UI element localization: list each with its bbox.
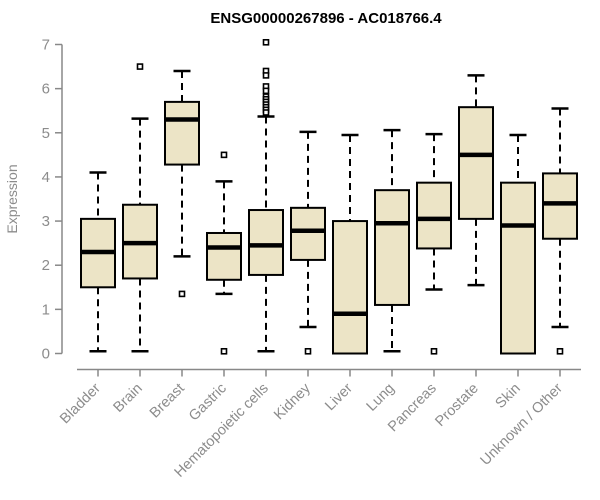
box-iqr <box>500 181 536 355</box>
box-iqr <box>290 206 326 261</box>
outlier-point <box>556 347 564 355</box>
outlier-point <box>430 347 438 355</box>
x-axis-label: Prostate <box>432 381 481 430</box>
x-axis-label: Skin <box>493 381 524 412</box>
x-axis-label: Breast <box>147 381 188 422</box>
x-axis-label: Kidney <box>271 380 314 423</box>
y-tick-label: 7 <box>42 37 50 54</box>
outlier-point <box>304 347 312 355</box>
y-tick-label: 0 <box>42 346 50 363</box>
x-axis-label: Liver <box>322 380 356 414</box>
box-iqr <box>164 100 200 166</box>
outlier-point <box>178 290 186 298</box>
y-tick-label: 4 <box>42 169 50 186</box>
box-iqr <box>458 106 494 220</box>
outlier-point <box>220 151 228 159</box>
outlier-point <box>220 347 228 355</box>
outlier-point <box>136 63 144 70</box>
box-iqr <box>332 220 368 355</box>
box-iqr <box>206 231 242 281</box>
box-iqr <box>416 181 452 250</box>
outlier-point <box>262 72 270 79</box>
chart-title: ENSG00000267896 - AC018766.4 <box>210 10 442 27</box>
x-axis-label: Lung <box>364 381 398 415</box>
outlier-point <box>262 87 270 95</box>
y-tick-label: 5 <box>42 125 50 142</box>
outlier-point <box>262 109 270 116</box>
y-tick-label: 3 <box>42 213 50 230</box>
x-axis-label: Bladder <box>57 380 104 427</box>
outlier-point <box>262 38 270 46</box>
x-axis-label: Brain <box>111 381 146 416</box>
box-iqr <box>542 172 578 240</box>
y-tick-label: 1 <box>42 301 50 318</box>
box-iqr <box>374 189 410 306</box>
box-iqr <box>248 209 284 276</box>
y-tick-label: 6 <box>42 81 50 98</box>
y-tick-label: 2 <box>42 257 50 274</box>
